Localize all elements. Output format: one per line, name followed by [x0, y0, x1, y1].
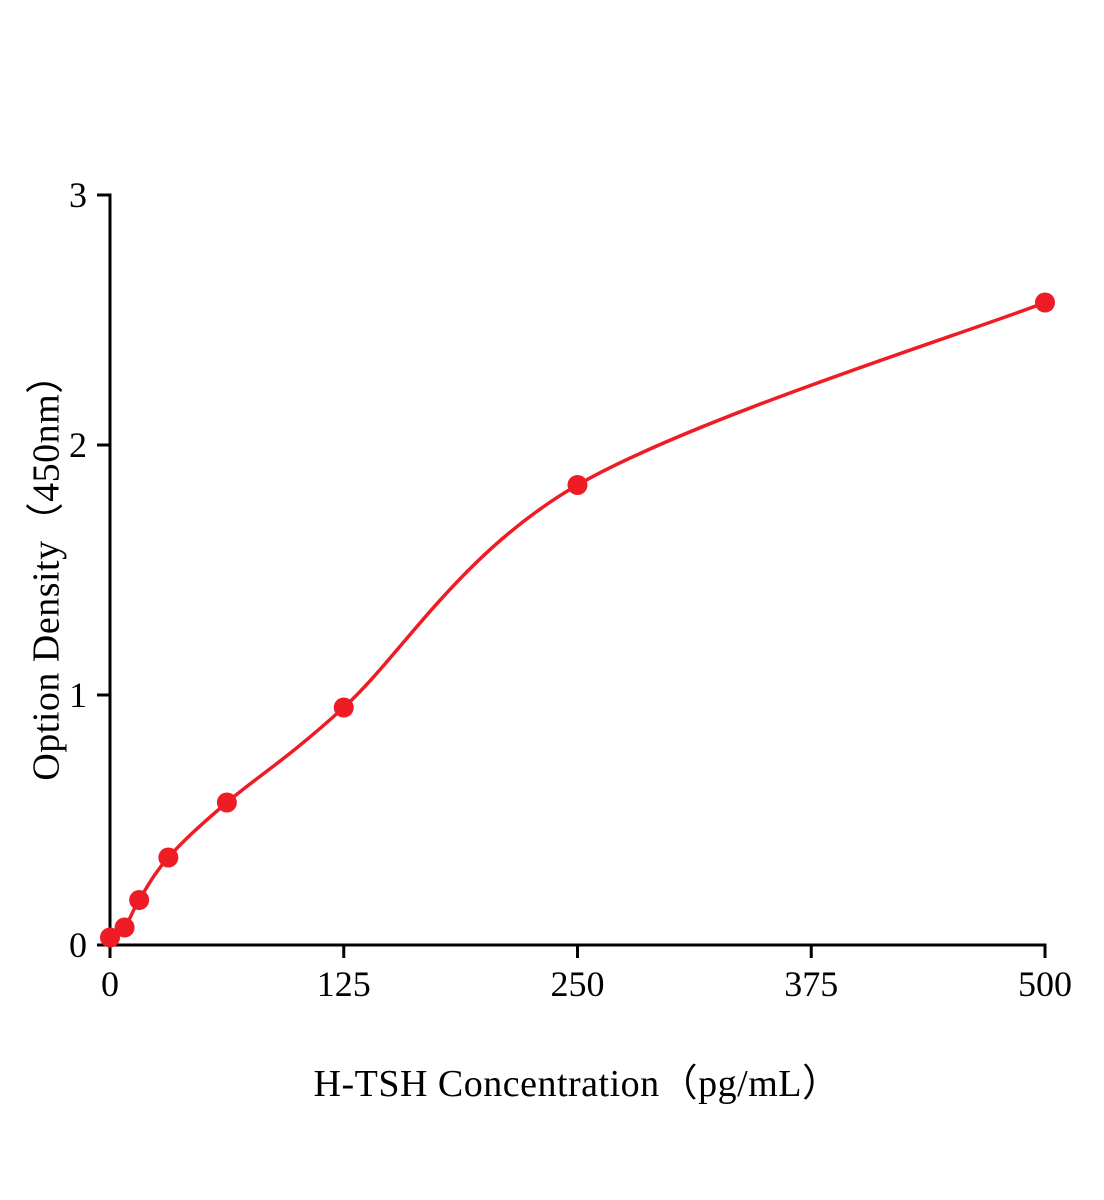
data-point	[333, 697, 354, 718]
data-point	[100, 927, 120, 948]
standard-curve-line	[108, 300, 1047, 940]
x-tick-label: 125	[317, 964, 371, 1004]
y-tick-label: 0	[69, 925, 87, 965]
data-point	[1035, 292, 1055, 313]
axes-lines	[108, 193, 1047, 947]
y-axis-label: Option Density（450nm）	[25, 355, 68, 781]
data-point	[158, 847, 179, 868]
x-tick-label: 0	[101, 964, 119, 1004]
y-tick-label: 3	[69, 175, 87, 215]
x-tick-label: 250	[551, 964, 605, 1004]
y-tick-label: 1	[69, 675, 87, 715]
data-point	[129, 890, 150, 910]
x-tick-label: 500	[1018, 964, 1072, 1004]
x-tick-label: 375	[784, 964, 838, 1004]
data-point	[216, 792, 237, 813]
data-point	[567, 475, 588, 495]
y-tick-label: 2	[69, 425, 87, 465]
x-axis-label: H-TSH Concentration（pg/mL）	[313, 1063, 841, 1105]
data-point	[114, 917, 135, 938]
